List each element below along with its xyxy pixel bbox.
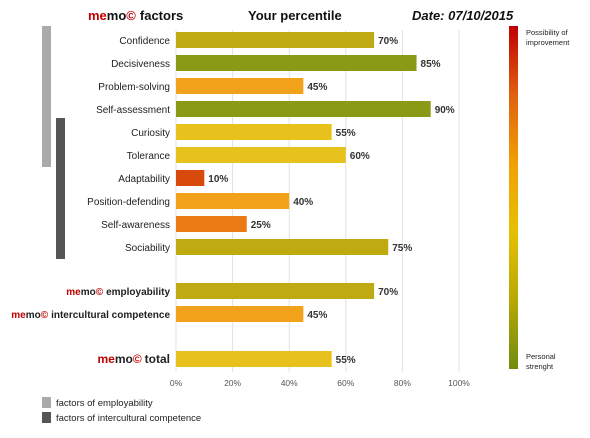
x-tick-label: 60% (337, 378, 354, 388)
bar-summary-intercultural-competence (176, 306, 304, 322)
x-axis-ticks: 0% 20% 40% 60% 80% 100% (170, 378, 470, 388)
chart-brand-title: memo© factors (88, 8, 183, 23)
category-label-curiosity: Curiosity (131, 128, 170, 139)
value-label-position-defending: 40% (293, 197, 313, 208)
brand-mo: mo (26, 310, 41, 321)
bar-confidence (176, 32, 375, 48)
value-label-problem-solving: 45% (307, 82, 327, 93)
brand-me: me (66, 287, 81, 298)
x-tick-label: 20% (224, 378, 241, 388)
x-tick-label: 40% (281, 378, 298, 388)
bracket-intercultural (56, 118, 65, 259)
summary-label-employability: memo© employability (66, 287, 170, 298)
group-legend: factors of employability factors of inter… (42, 397, 201, 424)
bracket-employability (42, 26, 51, 167)
brand-mo: mo (115, 352, 133, 366)
value-label-total: 55% (336, 355, 356, 366)
category-label-self-assessment: Self-assessment (96, 105, 170, 116)
legend-label-employability: factors of employability (56, 398, 153, 409)
bar-problem-solving (176, 78, 304, 94)
value-label-self-assessment: 90% (435, 105, 455, 116)
brand-me: me (88, 8, 107, 23)
bar-decisiveness (176, 55, 417, 71)
brand-me: me (11, 310, 26, 321)
summary-label-intercultural-competence: memo© intercultural competence (11, 310, 170, 321)
label-text: employability (106, 287, 170, 298)
value-label-confidence: 70% (378, 36, 398, 47)
x-tick-label: 100% (448, 378, 470, 388)
category-label-confidence: Confidence (119, 36, 170, 47)
value-label-tolerance: 60% (350, 151, 370, 162)
value-label-summary-employability: 70% (378, 287, 398, 298)
bar-total (176, 351, 332, 367)
date-label: Date: 07/10/2015 (412, 8, 514, 23)
brand-factors: factors (140, 8, 183, 23)
scale-bottom-label: Personal (526, 352, 556, 361)
x-tick-label: 0% (170, 378, 183, 388)
scale-top-label: Possibility of (526, 28, 569, 37)
category-label-position-defending: Position-defending (87, 197, 170, 208)
legend-swatch-employability (42, 397, 51, 408)
bar-tolerance (176, 147, 346, 163)
bar-sociability (176, 239, 389, 255)
category-label-sociability: Sociability (125, 243, 170, 254)
category-label-adaptability: Adaptability (118, 174, 170, 185)
scale-top-label: improvement (526, 38, 570, 47)
bar-self-assessment (176, 101, 431, 117)
label-text: total (145, 352, 170, 366)
brand-copyright: © (96, 287, 104, 298)
bar-summary-employability (176, 283, 375, 299)
value-label-adaptability: 10% (208, 174, 228, 185)
value-label-curiosity: 55% (336, 128, 356, 139)
brand-copyright: © (41, 310, 49, 321)
category-label-decisiveness: Decisiveness (111, 59, 170, 70)
value-label-sociability: 75% (392, 243, 412, 254)
bar-self-awareness (176, 216, 247, 232)
category-label-problem-solving: Problem-solving (98, 82, 170, 93)
bar-curiosity (176, 124, 332, 140)
percentile-title: Your percentile (248, 8, 342, 23)
legend-swatch-intercultural (42, 412, 51, 423)
value-label-self-awareness: 25% (251, 220, 271, 231)
brand-mo: mo (107, 8, 127, 23)
category-label-self-awareness: Self-awareness (101, 220, 170, 231)
value-label-summary-intercultural-competence: 45% (307, 310, 327, 321)
bar-rows: Confidence 70% Decisiveness 85% Problem-solv… (11, 32, 455, 367)
bar-position-defending (176, 193, 290, 209)
brand-me: me (97, 352, 115, 366)
x-tick-label: 80% (394, 378, 411, 388)
scale-bottom-label: strenght (526, 362, 554, 371)
group-brackets (42, 26, 65, 259)
category-label-tolerance: Tolerance (127, 151, 171, 162)
brand-copyright: © (133, 352, 142, 366)
color-scale-bar (509, 26, 518, 369)
brand-mo: mo (81, 287, 96, 298)
label-text: intercultural competence (51, 310, 170, 321)
brand-copyright: © (126, 8, 136, 23)
bar-adaptability (176, 170, 205, 186)
value-label-decisiveness: 85% (421, 59, 441, 70)
total-label: memo© total (97, 352, 170, 366)
legend-label-intercultural: factors of intercultural competence (56, 413, 201, 424)
